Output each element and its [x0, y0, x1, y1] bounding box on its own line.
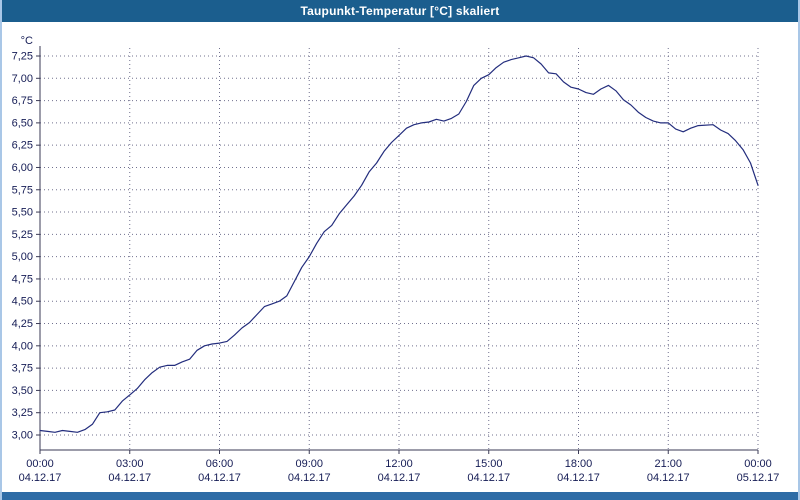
- y-tick-label: 3,00: [12, 430, 33, 442]
- y-tick-label: 7,25: [12, 51, 33, 63]
- x-tick-time: 03:00: [116, 458, 144, 470]
- x-tick-date: 04.12.17: [19, 472, 62, 484]
- series: [39, 55, 759, 433]
- series-line: [39, 55, 759, 433]
- y-axis-unit: °C: [21, 35, 33, 47]
- x-tick-date: 04.12.17: [557, 472, 600, 484]
- y-tick-label: 4,50: [12, 296, 33, 308]
- x-tick-date: 04.12.17: [647, 472, 690, 484]
- y-tick-label: 5,00: [12, 251, 33, 263]
- axis-labels: 7,25 7,00 6,75 6,50 6,25 6,00 5,75 5,50 5,25 5,00…: [12, 35, 780, 484]
- title-bar: Taupunkt-Temperatur [°C] skaliert: [2, 0, 798, 22]
- y-tick-label: 3,50: [12, 385, 33, 397]
- y-tick-label: 7,00: [12, 73, 33, 85]
- gridlines: [40, 48, 759, 450]
- y-tick-label: 3,25: [12, 407, 33, 419]
- x-tick-date: 04.12.17: [467, 472, 510, 484]
- x-tick-date: 05.12.17: [737, 472, 780, 484]
- y-tick-label: 5,50: [12, 207, 33, 219]
- x-tick-time: 00:00: [26, 458, 54, 470]
- chart-svg: 7,25 7,00 6,75 6,50 6,25 6,00 5,75 5,50 5,25 5,00…: [12, 35, 780, 484]
- x-tick-date: 04.12.17: [288, 472, 331, 484]
- y-tick-label: 6,75: [12, 95, 33, 107]
- bottom-bar: [2, 492, 798, 500]
- y-tick-label: 6,00: [12, 162, 33, 174]
- page-title: Taupunkt-Temperatur [°C] skaliert: [300, 4, 500, 18]
- y-tick-label: 4,25: [12, 318, 33, 330]
- x-tick-date: 04.12.17: [198, 472, 241, 484]
- axes: [36, 46, 759, 454]
- y-tick-label: 4,75: [12, 273, 33, 285]
- y-tick-label: 5,25: [12, 229, 33, 241]
- y-tick-label: 5,75: [12, 184, 33, 196]
- y-tick-label: 4,00: [12, 340, 33, 352]
- x-tick-time: 12:00: [385, 458, 413, 470]
- x-tick-time: 15:00: [475, 458, 503, 470]
- x-tick-time: 18:00: [565, 458, 593, 470]
- y-tick-label: 3,75: [12, 363, 33, 375]
- x-tick-date: 04.12.17: [108, 472, 151, 484]
- x-tick-time: 06:00: [206, 458, 234, 470]
- y-tick-label: 6,25: [12, 140, 33, 152]
- x-tick-time: 21:00: [654, 458, 682, 470]
- y-tick-label: 6,50: [12, 117, 33, 129]
- x-tick-date: 04.12.17: [378, 472, 421, 484]
- x-tick-time: 00:00: [744, 458, 772, 470]
- chart-area: 7,25 7,00 6,75 6,50 6,25 6,00 5,75 5,50 5,25 5,00…: [2, 22, 798, 492]
- x-tick-time: 09:00: [295, 458, 323, 470]
